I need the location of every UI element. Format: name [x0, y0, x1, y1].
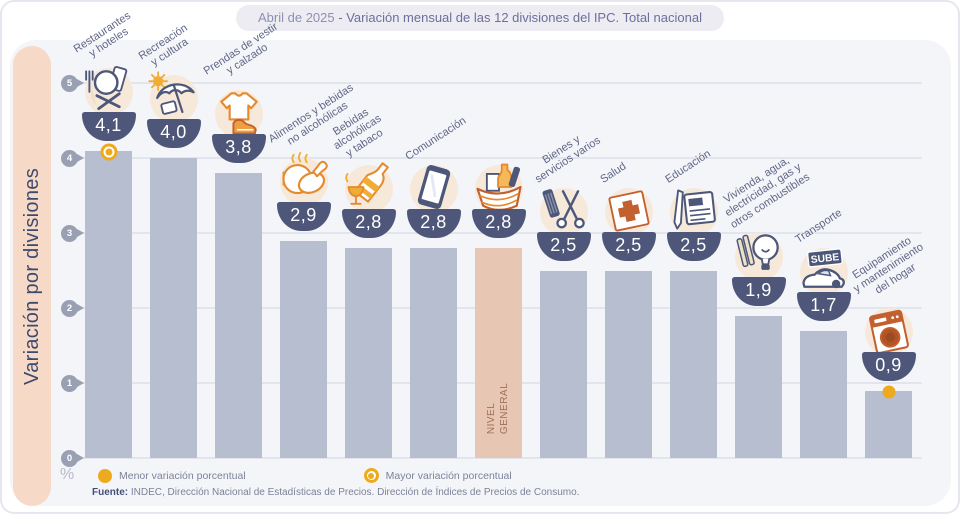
legend-item-max: Mayor variación porcentual — [363, 468, 512, 483]
bar-value-educacion: 2,5 — [666, 231, 721, 261]
y-axis-tick-4: 4 — [61, 149, 84, 167]
bar-label-bienes-servicios-varios: Bienes y servicios varios — [532, 132, 603, 186]
alimentos-bebidas-no-alcoholicas-icon — [276, 151, 332, 208]
percent-unit-label: % — [60, 466, 75, 483]
y-axis-tick-1: 1 — [61, 374, 84, 392]
bar-value-salud: 2,5 — [601, 231, 656, 261]
bar-vivienda-agua-electricidad-gas — [735, 315, 782, 458]
nivel-general-icon — [471, 159, 527, 215]
bar-label-restaurantes-hoteles: Restaurantes y hoteles — [71, 9, 133, 60]
bar-nivel-general — [475, 248, 522, 458]
source-text: INDEC, Dirección Nacional de Estadística… — [128, 487, 580, 498]
min-variation-dot-icon — [98, 468, 112, 483]
legend-label-min: Menor variación porcentual — [119, 469, 246, 482]
bar-label-educacion: Educación — [662, 147, 713, 186]
bar-transporte — [800, 330, 847, 458]
comunicacion-icon — [406, 159, 462, 215]
nivel-general-inside-label: NIVEL GENERAL — [469, 366, 529, 450]
bar-label-prendas-vestir-calzado: Prendas de vestir y calzado — [201, 20, 280, 78]
bar-value-recreacion-cultura: 4,0 — [146, 119, 201, 148]
bar-comunicacion — [410, 248, 457, 458]
bar-bienes-servicios-varios — [540, 270, 587, 458]
legend-label-max: Mayor variación porcentual — [385, 469, 512, 482]
min-marker-icon — [882, 385, 895, 398]
bar-label-recreacion-cultura: Recreación y cultura — [136, 22, 191, 69]
bar-value-alimentos-bebidas-no-alcoholicas: 2,9 — [276, 201, 331, 231]
bar-label-vivienda-agua-electricidad-gas: Vivienda, agua, electricidad, gas y otro… — [721, 153, 812, 231]
chart-title: Abril de 2025 - Variación mensual de las… — [236, 5, 724, 31]
y-axis-tick-5: 5 — [61, 74, 84, 92]
vivienda-agua-electricidad-gas-icon — [731, 227, 787, 283]
bar-value-bienes-servicios-varios: 2,5 — [536, 231, 591, 261]
prendas-vestir-calzado-icon — [211, 84, 267, 140]
equipamiento-hogar-icon — [861, 302, 917, 358]
bar-restaurantes-hoteles — [85, 150, 132, 458]
restaurantes-hoteles-icon — [81, 62, 137, 118]
bar-educacion — [670, 270, 717, 458]
bar-recreacion-cultura — [150, 158, 197, 458]
y-axis-tick-2: 2 — [61, 299, 84, 317]
recreacion-cultura-icon — [146, 69, 202, 125]
bienes-servicios-varios-icon — [536, 182, 592, 238]
bar-equipamiento-hogar — [865, 390, 912, 458]
bar-salud — [605, 270, 652, 458]
max-marker-icon — [100, 143, 117, 160]
salud-icon — [601, 182, 657, 238]
legend-item-min: Menor variación porcentual — [98, 468, 246, 483]
max-variation-ring-icon — [363, 468, 379, 483]
bar-label-comunicacion: Comunicación — [402, 114, 468, 163]
y-axis-tick-0: 0 — [61, 449, 84, 467]
title-period: Abril de 2025 — [258, 10, 335, 25]
source-note: Fuente: INDEC, Dirección Nacional de Est… — [92, 487, 579, 498]
bar-prendas-vestir-calzado — [215, 173, 262, 458]
grid-line-4 — [79, 157, 922, 159]
bar-label-transporte: Transporte — [792, 206, 844, 246]
bar-label-equipamiento-hogar: Equipamiento y mantenimiento del hogar — [850, 234, 926, 296]
svg-text:SUBE: SUBE — [810, 252, 840, 266]
transporte-icon: SUBE — [796, 242, 852, 298]
y-axis-title-band: Variación por divisiones — [13, 46, 51, 506]
nivel-general-text: NIVEL GENERAL — [485, 382, 510, 434]
legend: Menor variación porcentual Mayor variaci… — [98, 468, 512, 483]
bebidas-alcoholicas-tabaco-icon — [341, 159, 397, 215]
bar-value-vivienda-agua-electricidad-gas: 1,9 — [731, 276, 786, 306]
title-text: - Variación mensual de las 12 divisiones… — [334, 10, 702, 25]
grid-line-0 — [79, 457, 922, 459]
bar-alimentos-bebidas-no-alcoholicas — [280, 240, 327, 458]
bar-value-equipamiento-hogar: 0,9 — [861, 351, 916, 381]
grid-line-5 — [79, 82, 922, 84]
bar-value-restaurantes-hoteles: 4,1 — [81, 111, 136, 141]
educacion-icon — [666, 182, 722, 238]
bar-value-transporte: 1,7 — [796, 291, 851, 321]
y-axis-tick-3: 3 — [61, 224, 84, 242]
source-prefix: Fuente: — [92, 487, 129, 498]
bar-bebidas-alcoholicas-tabaco — [345, 248, 392, 458]
